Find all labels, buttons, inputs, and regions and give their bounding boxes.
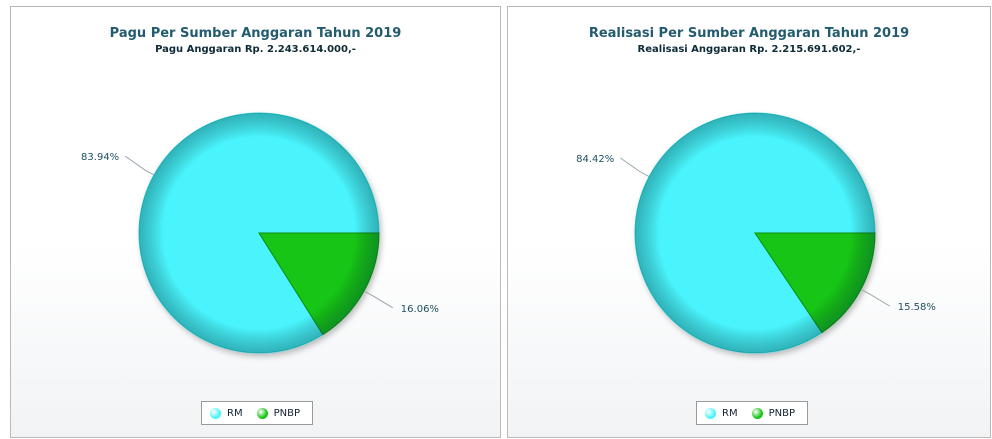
legend-label: PNBP [273,407,300,419]
legend-label: RM [227,407,243,419]
chart-subtitle: Pagu Anggaran Rp. 2.243.614.000,- [155,44,356,55]
legend-item-rm[interactable]: RM [210,407,243,419]
chart-subtitle: Realisasi Anggaran Rp. 2.215.691.602,- [637,44,861,55]
legend-item-pnbp[interactable]: PNBP [751,407,795,419]
chart-panel-realisasi: Realisasi Per Sumber Anggaran Tahun 2019… [507,6,991,438]
data-label-rm: 84.42% [576,154,614,165]
data-label-pnbp: 16.06% [401,304,439,315]
legend-item-rm[interactable]: RM [705,407,738,419]
legend-item-pnbp[interactable]: PNBP [256,407,300,419]
legend-label: RM [722,407,738,419]
rm-swatch-icon [705,407,716,419]
chart-title: Pagu Per Sumber Anggaran Tahun 2019 [109,26,402,41]
pnbp-swatch-icon [256,407,268,419]
leader-line [619,157,650,178]
pie-chart: 84.42% 15.58% [576,112,936,354]
rm-swatch-icon [210,407,221,419]
legend: RM PNBP [696,401,808,425]
pnbp-swatch-icon [751,407,763,419]
leader-line [363,290,394,309]
data-label-rm: 83.94% [81,152,119,163]
leader-line [860,288,890,307]
chart-title: Realisasi Per Sumber Anggaran Tahun 2019 [588,26,910,41]
chart-panel-pagu: Pagu Per Sumber Anggaran Tahun 2019 Pagu… [10,6,501,438]
legend: RM PNBP [201,401,313,425]
leader-line [124,155,155,176]
data-label-pnbp: 15.58% [898,302,936,313]
legend-label: PNBP [768,407,795,419]
pie-chart: 83.94% 16.06% [81,112,439,354]
